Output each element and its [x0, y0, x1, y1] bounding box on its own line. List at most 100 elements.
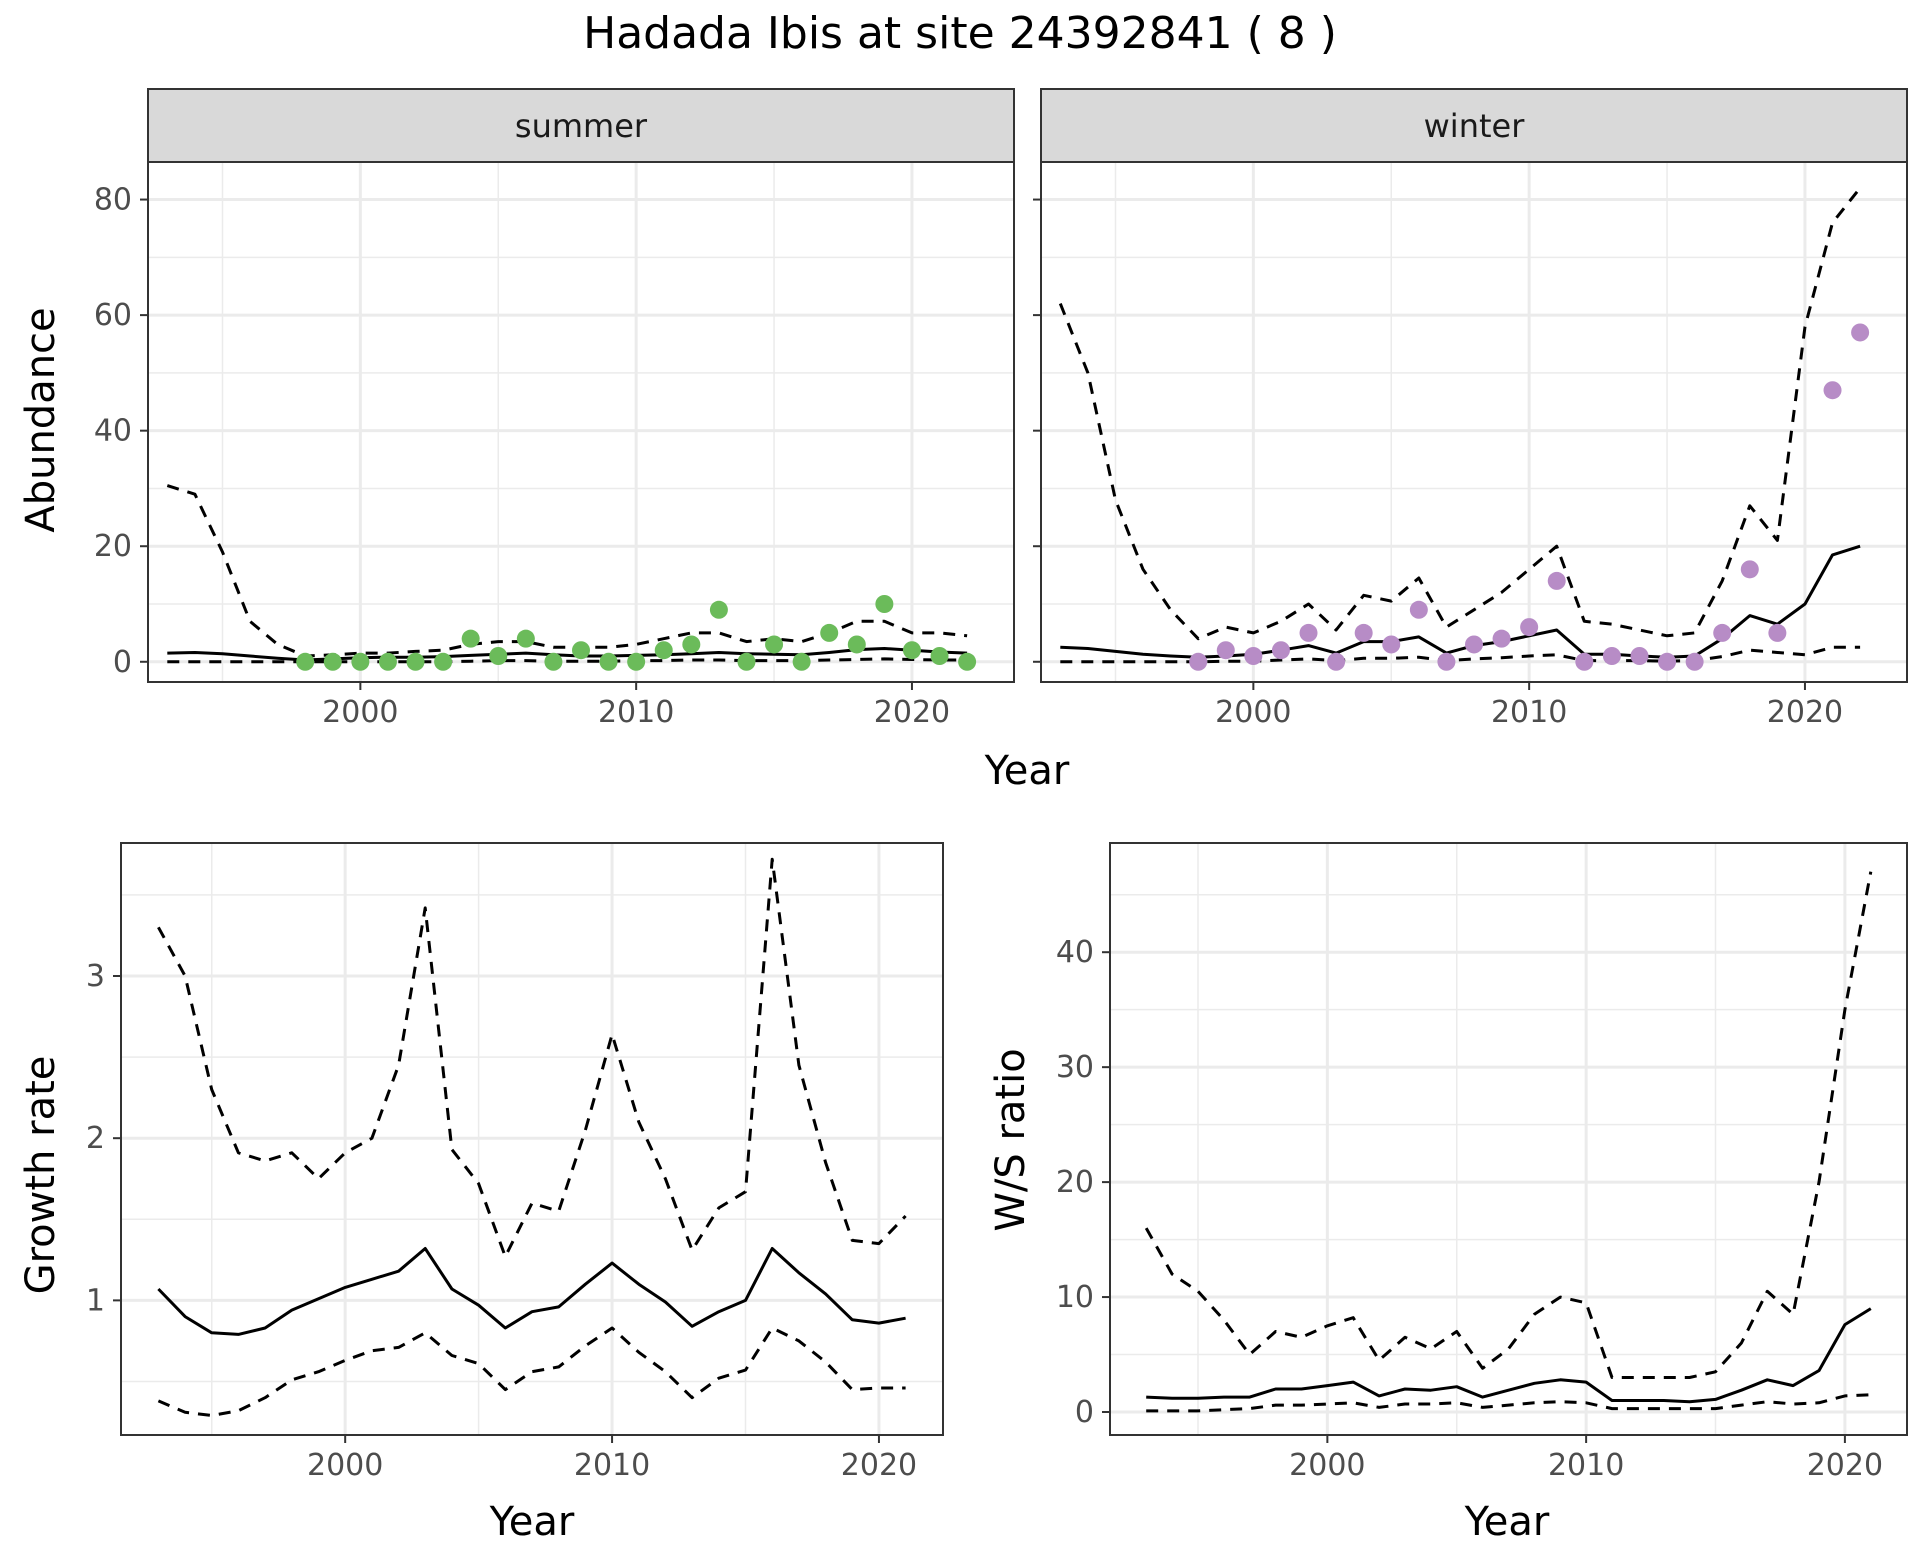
data-point	[1602, 647, 1621, 665]
data-point	[1216, 641, 1235, 660]
data-point	[296, 652, 315, 671]
data-point	[875, 595, 894, 613]
data-point	[1630, 647, 1649, 665]
series-line-ci	[166, 484, 968, 658]
data-point	[902, 641, 921, 660]
data-point	[1382, 635, 1401, 654]
data-point	[489, 647, 508, 665]
y-tick-label: 0	[1075, 1395, 1094, 1430]
x-axis-title-ws: Year	[1464, 1499, 1550, 1545]
data-point	[1658, 652, 1677, 671]
x-tick-label: 2000	[307, 1448, 383, 1483]
x-tick-label: 2020	[874, 695, 950, 730]
x-tick-label: 2000	[1289, 1448, 1365, 1483]
data-point	[351, 652, 370, 671]
data-point	[544, 652, 563, 671]
data-point	[378, 652, 397, 671]
panel-ws-ratio: 2000 2010 2020 0 10 20 30 40	[1056, 842, 1908, 1483]
x-tick-label: 2020	[1767, 695, 1843, 730]
chart-title: Hadada Ibis at site 24392841 ( 8 )	[583, 8, 1337, 59]
x-tick-label: 2000	[322, 695, 398, 730]
data-point	[737, 652, 756, 671]
strip-label-winter: winter	[1424, 107, 1526, 145]
data-point	[461, 629, 480, 648]
data-point	[1851, 323, 1870, 342]
series-line-ci	[157, 1326, 906, 1417]
data-point	[1244, 647, 1263, 665]
panel-border	[1109, 842, 1908, 1436]
y-axis-title-ws: W/S ratio	[988, 1048, 1034, 1231]
strip-label-summer: summer	[515, 107, 648, 145]
data-point	[765, 635, 784, 654]
data-point	[516, 629, 535, 648]
data-point	[1465, 635, 1483, 654]
data-point	[847, 635, 866, 654]
data-point	[930, 647, 949, 665]
y-tick-label: 30	[1056, 1050, 1094, 1085]
strip-winter	[1040, 88, 1908, 163]
data-point	[1409, 600, 1428, 619]
data-point	[1823, 381, 1842, 400]
y-axis-title-growth: Growth rate	[18, 1056, 64, 1295]
x-axis-title-growth: Year	[489, 1499, 575, 1545]
y-tick-label: 20	[1056, 1165, 1094, 1200]
series-line-ci	[1144, 871, 1873, 1379]
data-point	[627, 652, 646, 671]
data-point	[1189, 652, 1208, 671]
x-axis-title-top: Year	[984, 748, 1070, 794]
data-point	[1327, 652, 1346, 671]
strip-summer	[147, 88, 1015, 163]
x-tick-label: 2010	[574, 1448, 650, 1483]
series-line-median	[157, 1247, 906, 1336]
y-tick-label: 1	[86, 1283, 105, 1318]
data-point	[1299, 623, 1318, 642]
y-tick-label: 0	[113, 645, 132, 680]
data-point	[1354, 623, 1373, 642]
data-point	[1271, 641, 1290, 660]
y-tick-label: 80	[94, 183, 132, 218]
panel-growth-rate: 2000 2010 2020 1 2 3	[86, 842, 944, 1483]
y-tick-label: 40	[94, 414, 132, 449]
y-tick-label: 40	[1056, 935, 1094, 970]
y-tick-label: 60	[94, 298, 132, 333]
y-tick-label: 20	[94, 529, 132, 564]
data-point	[654, 641, 673, 660]
data-point	[572, 641, 590, 660]
data-point	[1713, 623, 1732, 642]
data-point	[1740, 560, 1759, 579]
series-line-ci	[157, 857, 907, 1259]
data-point	[1547, 571, 1566, 590]
data-point	[820, 623, 839, 642]
x-tick-label: 2000	[1215, 695, 1291, 730]
data-point	[599, 652, 618, 671]
x-tick-label: 2010	[1548, 1448, 1624, 1483]
series-line-ci	[1146, 1393, 1871, 1413]
data-point	[1520, 618, 1539, 637]
data-point	[958, 652, 977, 671]
data-point	[1575, 652, 1594, 671]
y-tick-label: 2	[86, 1121, 105, 1156]
series-line-ci	[1058, 187, 1862, 641]
data-point	[1768, 623, 1787, 642]
series-line-median	[1146, 1307, 1872, 1404]
panel-winter-abundance: 2000 2010 2020	[1033, 161, 1908, 730]
data-point	[1685, 652, 1704, 671]
y-tick-label: 3	[86, 959, 105, 994]
data-point	[406, 652, 425, 671]
data-point	[434, 652, 453, 671]
panel-summer-abundance: 2000 2010 2020 0 20 40 60 80	[94, 161, 1015, 730]
x-tick-label: 2020	[841, 1448, 917, 1483]
series-line-median	[1060, 544, 1861, 659]
data-point	[1437, 652, 1456, 671]
data-point	[792, 652, 811, 671]
data-point	[682, 635, 701, 654]
x-tick-label: 2020	[1807, 1448, 1883, 1483]
data-point	[323, 652, 342, 671]
y-tick-label: 10	[1056, 1280, 1094, 1315]
x-tick-label: 2010	[598, 695, 674, 730]
data-point	[709, 600, 728, 619]
y-axis-title-abundance: Abundance	[18, 307, 64, 532]
x-tick-label: 2010	[1491, 695, 1567, 730]
data-point	[1492, 629, 1511, 648]
